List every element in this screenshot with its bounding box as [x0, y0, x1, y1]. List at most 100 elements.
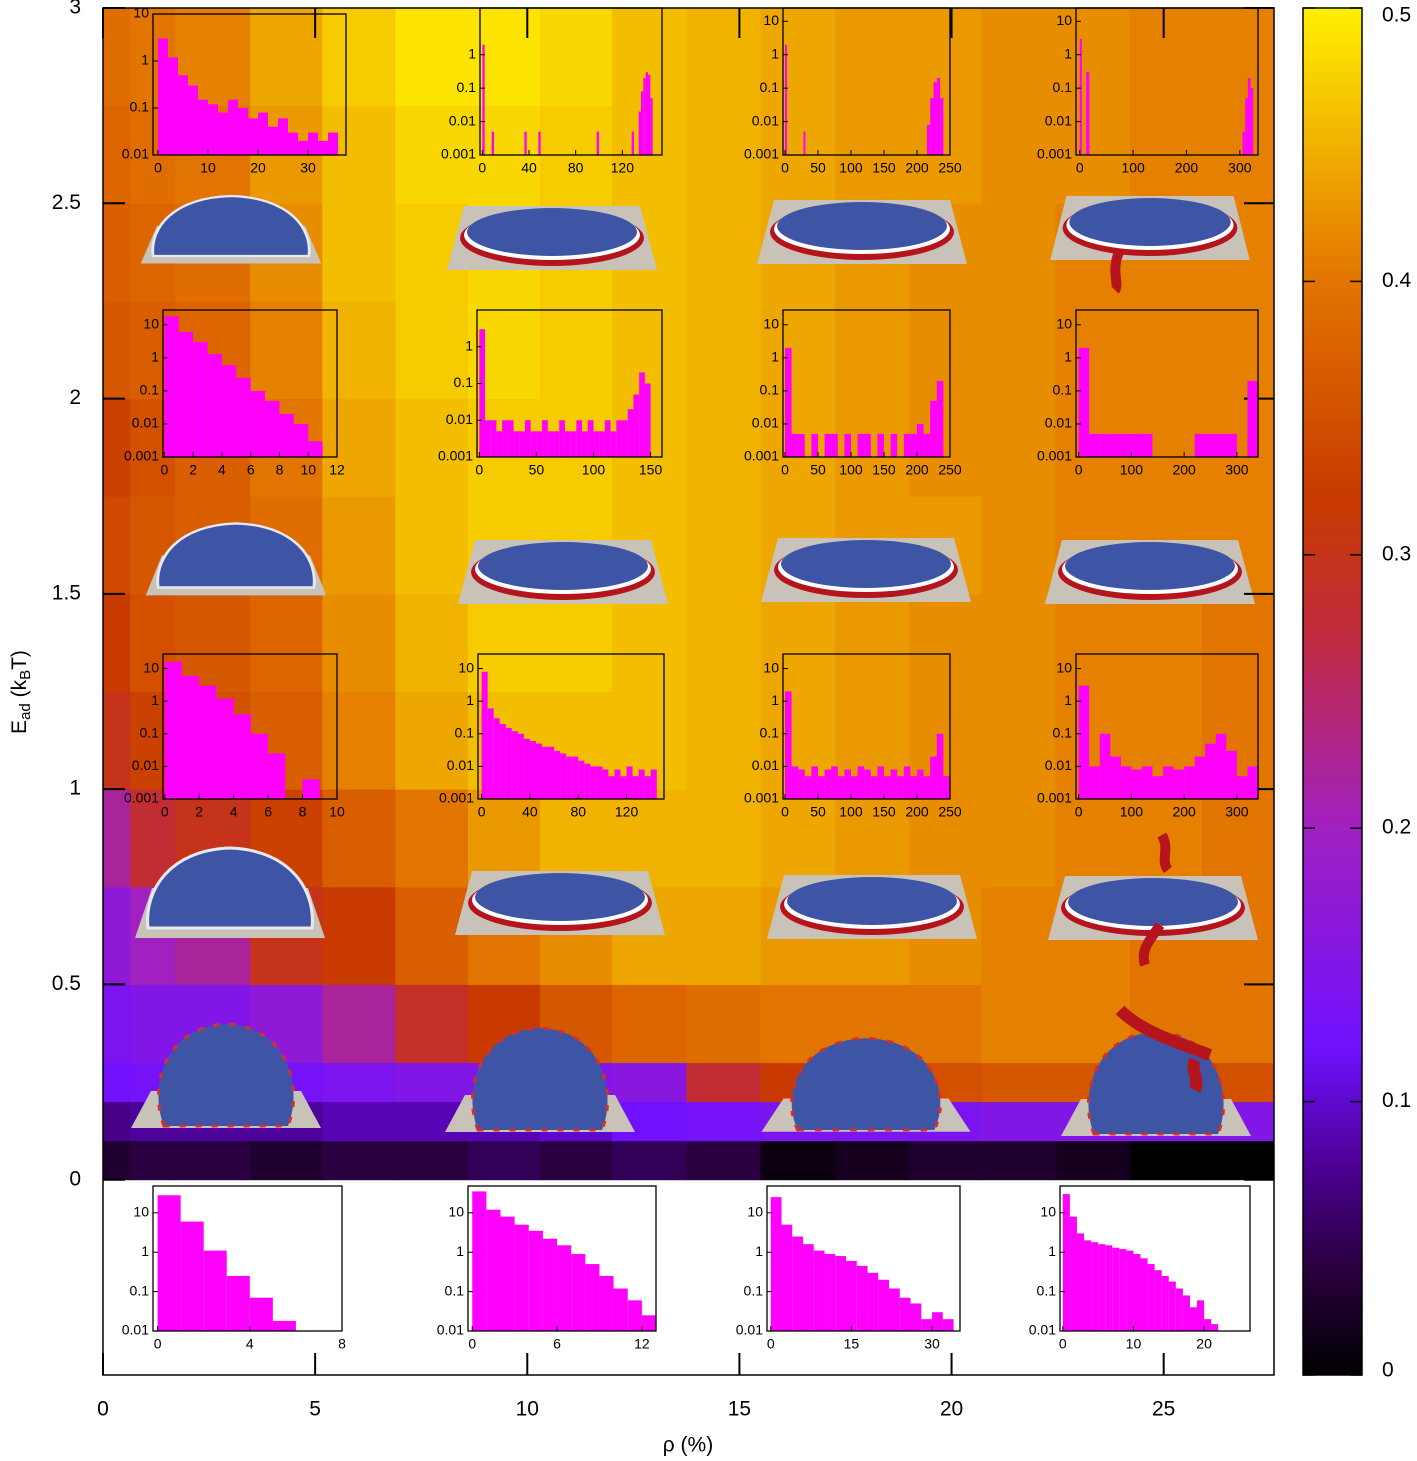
- heat-cell: [1129, 1140, 1203, 1181]
- heat-cell: [322, 203, 396, 302]
- hist-bar: [298, 140, 308, 155]
- heat-cell: [103, 300, 131, 400]
- inset-y-tick-label: 0.01: [752, 757, 779, 773]
- inset-x-tick-label: 0: [475, 462, 483, 478]
- hist-bar: [643, 78, 646, 155]
- hist-bar: [641, 91, 644, 155]
- heat-cell: [909, 8, 982, 107]
- rendering: [1050, 196, 1250, 260]
- inset-x-tick-label: 20: [1196, 1336, 1212, 1352]
- hist-bar: [608, 776, 615, 799]
- heat-cell: [981, 1140, 1056, 1181]
- inset-x-tick-label: 0: [154, 1336, 162, 1352]
- hist-bar: [897, 776, 904, 799]
- heat-cell: [760, 593, 836, 692]
- inset-x-tick-label: 50: [810, 160, 826, 176]
- hist-bar: [596, 766, 603, 799]
- inset-y-tick-label: 0.01: [446, 411, 473, 427]
- y-label-part: T): [8, 650, 31, 670]
- inset-y-tick-label: 10: [143, 659, 159, 675]
- hist-bar: [496, 431, 503, 457]
- heat-cell: [1055, 789, 1131, 888]
- hist-bar: [1119, 1249, 1127, 1331]
- hist-bar: [770, 1197, 782, 1331]
- hist-bar: [791, 433, 799, 457]
- hist-bar: [1247, 766, 1258, 799]
- hist-bar: [835, 1256, 847, 1331]
- y-tick-label: 0: [69, 1167, 81, 1190]
- hist-bar: [844, 433, 851, 457]
- heat-cell: [103, 496, 131, 595]
- inset-y-tick-label: 0.01: [132, 415, 159, 431]
- hist-bar: [278, 118, 288, 155]
- heat-cell: [130, 984, 176, 1064]
- colorbar: [1302, 7, 1363, 1376]
- hist-bar: [641, 1315, 656, 1331]
- y-tick-label: 1: [69, 777, 81, 800]
- hist-bar: [811, 766, 818, 799]
- hist-bar: [265, 400, 280, 457]
- colorbar-tick-label: 0.1: [1382, 1089, 1411, 1112]
- inset-y-tick-label: 0.01: [1045, 112, 1072, 128]
- hist-bar: [627, 409, 634, 457]
- colorbar-tick-label: 0.5: [1382, 4, 1411, 27]
- hist-bar: [1069, 1216, 1077, 1331]
- heat-cell: [686, 496, 762, 595]
- hist-bar: [1140, 1258, 1148, 1331]
- inset-y-tick-label: 0.001: [124, 448, 159, 464]
- inset-y-tick-label: 1: [1064, 692, 1072, 708]
- inset-x-tick-label: 12: [634, 1336, 650, 1352]
- hist-bar: [817, 776, 825, 799]
- hist-bar: [1078, 685, 1090, 799]
- hist-bar: [638, 769, 645, 799]
- hist-bar: [487, 708, 494, 799]
- hist-bar: [613, 1288, 628, 1331]
- hist-bar: [878, 1279, 890, 1331]
- hist-bar: [524, 131, 527, 155]
- inset-frame: [1075, 653, 1259, 800]
- heat-cell: [175, 593, 251, 692]
- hist-bar: [1197, 1300, 1205, 1331]
- inset-x-tick-label: 100: [839, 804, 863, 820]
- rendering: [1045, 540, 1255, 604]
- inset-y-tick-label: 0.1: [760, 79, 780, 95]
- hist-bar: [587, 420, 594, 457]
- hist-bar: [940, 98, 944, 155]
- hist-bar: [1152, 776, 1164, 799]
- plot-frame: [102, 7, 1275, 1376]
- hist-bar: [1226, 433, 1237, 457]
- hist-bar: [249, 1297, 273, 1331]
- heat-cell: [686, 691, 762, 790]
- y-tick-label: 3: [69, 0, 81, 19]
- hist-bar: [644, 383, 651, 457]
- inset-y-tick-label: 0.1: [744, 1282, 764, 1298]
- inset-x-tick-label: 300: [1228, 160, 1252, 176]
- hist-bar: [484, 420, 491, 457]
- hist-bar: [899, 1297, 911, 1331]
- heat-cell: [395, 398, 469, 497]
- hist-bar: [207, 354, 222, 457]
- heat-cell: [686, 203, 762, 302]
- heat-cell: [395, 593, 469, 692]
- hist-bar: [548, 746, 555, 799]
- inset-x-tick-label: 6: [553, 1336, 561, 1352]
- hist-bar: [505, 728, 512, 799]
- hist-bar: [803, 131, 806, 155]
- inset-x-tick-label: 300: [1225, 462, 1249, 478]
- inset-x-tick-label: 6: [264, 804, 272, 820]
- rendering: [447, 206, 657, 270]
- heat-cell: [981, 1062, 1056, 1103]
- hist-bar: [293, 423, 309, 457]
- heat-cell: [322, 8, 396, 107]
- hist-bar: [308, 441, 323, 457]
- hist-bar: [507, 420, 514, 457]
- hist-bar: [542, 420, 548, 457]
- inset-x-tick-label: 200: [1172, 804, 1196, 820]
- inset-frame: [782, 309, 951, 458]
- hist-bar: [1099, 733, 1111, 799]
- hist-bar: [1131, 433, 1142, 457]
- rendering: [761, 538, 971, 602]
